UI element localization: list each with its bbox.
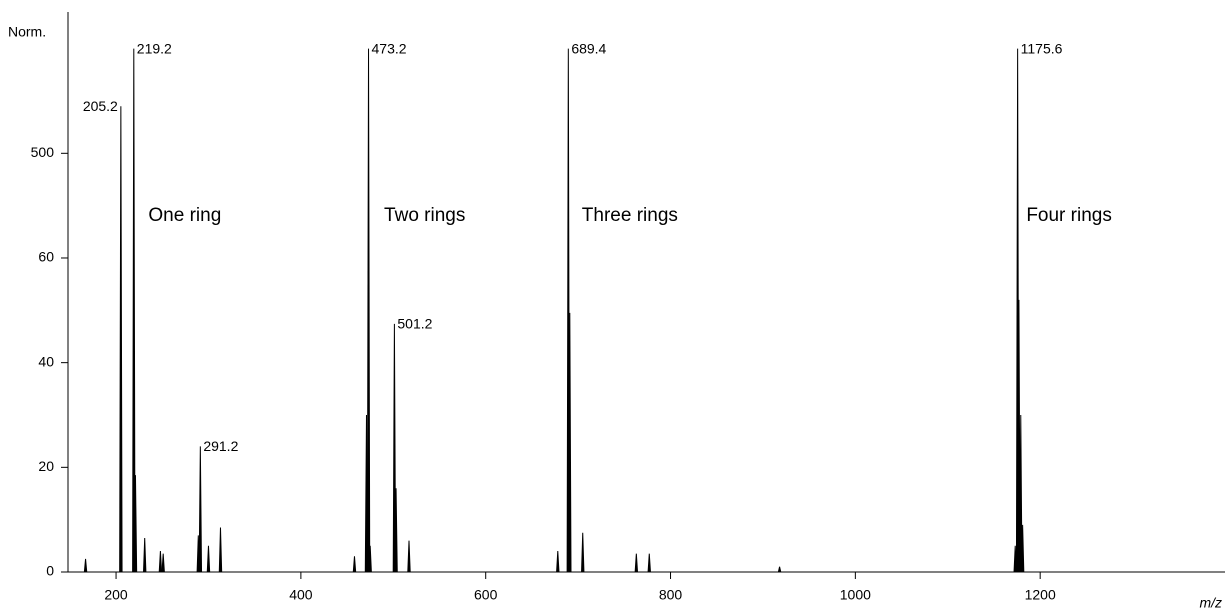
x-tick-label: 600 (474, 587, 498, 603)
peak-label: 291.2 (203, 438, 238, 454)
peak (394, 488, 398, 573)
peak (158, 551, 163, 573)
peak (143, 537, 147, 573)
peak (581, 532, 585, 573)
peak (133, 475, 138, 573)
y-tick-label: 60 (38, 249, 54, 265)
peak-label: 689.4 (571, 40, 606, 56)
peak (407, 540, 411, 573)
annotation: Three rings (582, 205, 678, 226)
x-tick-label: 1200 (1025, 587, 1056, 603)
x-tick-label: 200 (104, 587, 128, 603)
peak (634, 553, 639, 573)
peak (556, 551, 560, 573)
peak (647, 553, 651, 573)
peak (206, 545, 211, 573)
annotation: Two rings (384, 205, 465, 226)
peak (568, 312, 572, 573)
peak (366, 48, 371, 573)
peak-label: 219.2 (137, 40, 172, 56)
x-tick-label: 1000 (840, 587, 871, 603)
x-tick-label: 400 (289, 587, 313, 603)
peak (198, 446, 203, 573)
y-tick-label: 500 (31, 144, 55, 160)
peak (132, 48, 136, 573)
peak-label: 1175.6 (1021, 40, 1063, 56)
peak (161, 553, 165, 573)
peak (1019, 414, 1023, 573)
peak (777, 566, 782, 573)
peak (1020, 524, 1025, 573)
peak-label: 501.2 (397, 316, 432, 332)
x-axis-label: m/z (1199, 595, 1222, 611)
peak (352, 556, 357, 573)
y-axis-label: Norm. (8, 24, 46, 40)
annotation: Four rings (1026, 205, 1112, 226)
y-tick-label: 0 (46, 563, 54, 579)
peak-label: 205.2 (83, 98, 118, 114)
peak (218, 527, 223, 573)
peak-label: 473.2 (372, 40, 407, 56)
peak (119, 106, 123, 573)
peak (83, 558, 88, 573)
y-tick-label: 20 (38, 458, 54, 474)
peak (392, 323, 397, 573)
x-tick-label: 800 (659, 587, 683, 603)
y-tick-label: 40 (38, 353, 54, 369)
annotation: One ring (148, 205, 221, 226)
peak (368, 545, 372, 573)
peak (1017, 299, 1021, 573)
